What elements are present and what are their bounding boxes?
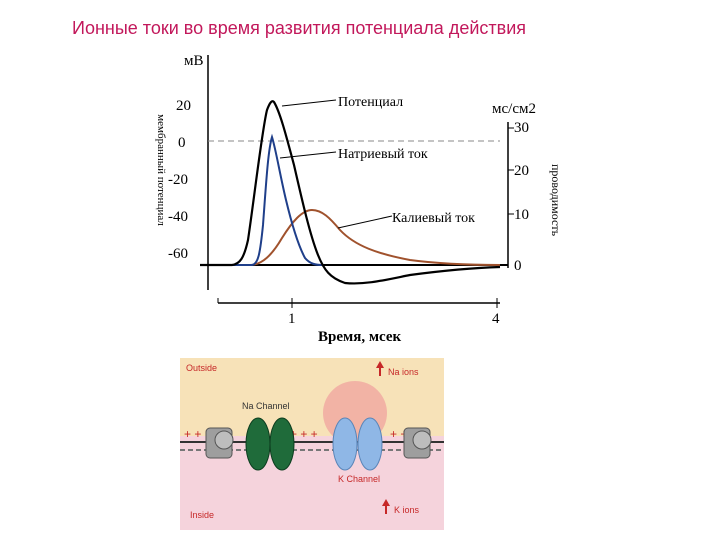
left-tick-neg60: -60	[168, 246, 188, 262]
right-tick-0: 0	[514, 258, 522, 274]
x-axis-label: Время, мсек	[318, 329, 402, 345]
outside-label: Outside	[186, 363, 217, 373]
right-tick-20: 20	[514, 163, 529, 179]
sodium-label: Натриевый ток	[338, 147, 428, 162]
left-tick-0: 0	[178, 135, 186, 151]
na-channel	[245, 417, 295, 471]
left-gray-pump	[205, 427, 234, 459]
potential-label-leader	[281, 99, 337, 107]
k-channel-label: K Channel	[338, 474, 380, 484]
inside-label: Inside	[190, 510, 214, 520]
potassium-label-leader	[337, 215, 393, 229]
na-ions-label: Na ions	[388, 367, 419, 377]
plus-charges-middle: + + +	[290, 427, 318, 441]
slide-title: Ионные токи во время развития потенциала…	[72, 18, 526, 38]
left-axis-unit: мВ	[184, 53, 204, 69]
outside-region	[180, 358, 444, 436]
potential-label: Потенциал	[338, 95, 403, 110]
right-axis-title: проводимость	[549, 164, 563, 237]
ion-channel-illustration: + + + + + + + Outside Inside Na Channel …	[180, 358, 444, 530]
na-channel-label: Na Channel	[242, 401, 290, 411]
potassium-current-curve	[200, 208, 501, 266]
sodium-current-curve	[200, 133, 323, 266]
right-tick-10: 10	[514, 207, 529, 223]
k-channel	[332, 417, 383, 471]
right-axis-unit: мс/см2	[492, 101, 536, 117]
plus-charges-right: + +	[390, 427, 407, 441]
x-tick-4: 4	[492, 311, 500, 327]
k-ions-arrow	[382, 499, 390, 514]
right-tick-30: 30	[514, 120, 529, 136]
left-axis-title: мембранный потенциал	[155, 114, 167, 226]
sodium-label-leader	[279, 151, 337, 159]
na-ions-arrow	[376, 361, 384, 376]
x-tick-1: 1	[288, 311, 296, 327]
left-tick-20: 20	[176, 98, 191, 114]
plus-charges-left: + +	[184, 427, 201, 441]
left-tick-neg40: -40	[168, 209, 188, 225]
k-ions-label: K ions	[394, 505, 420, 515]
right-gray-pump	[403, 427, 432, 459]
left-tick-neg20: -20	[168, 172, 188, 188]
membrane-potential-curve	[200, 100, 501, 285]
potassium-label: Калиевый ток	[392, 211, 475, 226]
